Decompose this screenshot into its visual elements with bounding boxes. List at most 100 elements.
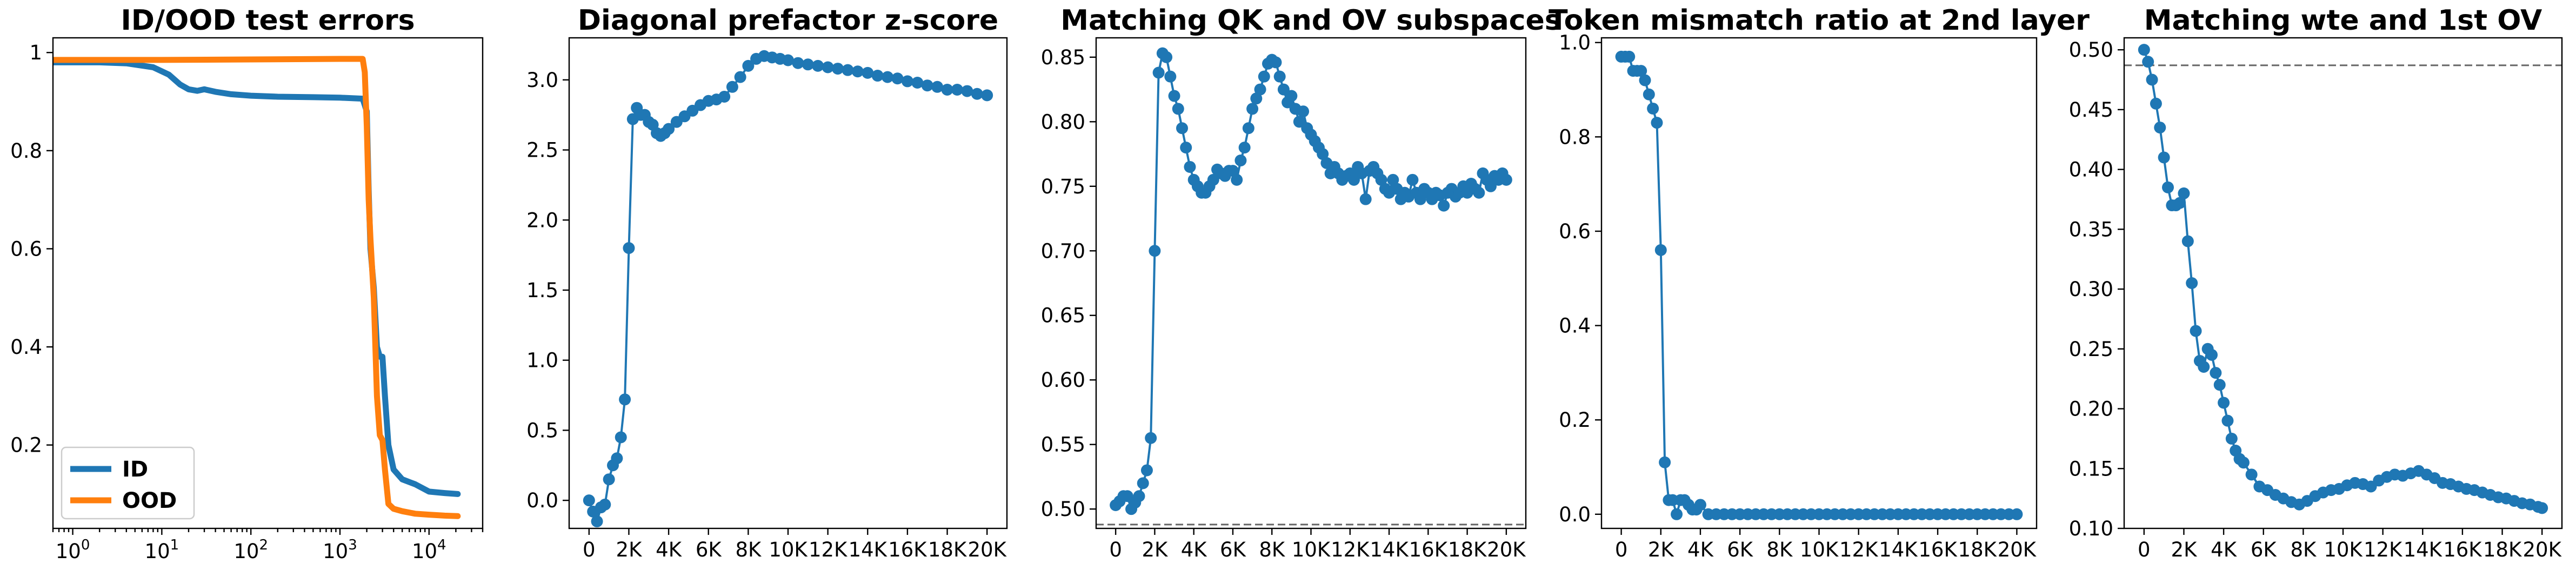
y-tick-label: 0.70 xyxy=(1041,239,1085,263)
data-point xyxy=(1145,432,1157,444)
data-point xyxy=(1639,74,1651,86)
data-point xyxy=(832,63,844,75)
y-tick-label: 0.6 xyxy=(10,237,42,260)
x-tick-label: 12K xyxy=(2364,538,2403,561)
x-tick-label: 14K xyxy=(849,538,888,561)
x-tick-label: 4K xyxy=(1181,538,1208,561)
chart-title: Diagonal prefactor z-score xyxy=(578,4,998,37)
data-point xyxy=(802,58,814,71)
x-tick-label: 8K xyxy=(1766,538,1793,561)
data-point xyxy=(2178,187,2190,199)
data-point xyxy=(1140,464,1153,477)
x-tick-label: 14K xyxy=(1879,538,1918,561)
x-tick-label: 6K xyxy=(696,538,723,561)
y-tick-label: 0.4 xyxy=(10,336,42,359)
y-tick-label: 0.0 xyxy=(526,489,558,512)
x-tick-label: 18K xyxy=(2483,538,2522,561)
y-tick-label: 0.15 xyxy=(2069,457,2113,480)
data-point xyxy=(2011,508,2023,520)
x-tick-label: 2K xyxy=(1142,538,1169,561)
x-tick-label: 18K xyxy=(928,538,967,561)
y-tick-label: 2.5 xyxy=(526,139,558,162)
data-point xyxy=(591,515,603,528)
y-tick-label: 1.5 xyxy=(526,279,558,302)
x-tick-label: 20K xyxy=(968,538,1007,561)
x-tick-label: 6K xyxy=(1727,538,1754,561)
data-point xyxy=(891,72,904,85)
data-point xyxy=(1152,66,1165,79)
y-tick-label: 1.0 xyxy=(526,349,558,372)
data-point xyxy=(2142,56,2154,68)
data-point xyxy=(1406,173,1419,186)
data-point xyxy=(1293,116,1305,128)
data-point xyxy=(1647,102,1659,115)
chart-panel-matching-qk-ov: Matching QK and OV subspaces 0.50 0.55 0.60… xyxy=(1032,0,1561,570)
x-tick-label: 12K xyxy=(1331,538,1370,561)
y-tick-label: 0.85 xyxy=(1041,46,1085,69)
data-point xyxy=(1207,173,1219,186)
x-tick-label: 0 xyxy=(1109,538,1122,561)
data-point xyxy=(2146,73,2158,86)
x-tick-label: 10K xyxy=(769,538,808,561)
y-tick-label: 1.0 xyxy=(1559,31,1591,55)
x-tick-label: 14K xyxy=(1370,538,1409,561)
chart-panel-diagonal-prefactor: Diagonal prefactor z-score 0.0 0.5 1.0 1.5 2.… xyxy=(513,0,1032,570)
x-tick-label: 4K xyxy=(2211,538,2238,561)
data-point xyxy=(951,83,963,96)
y-tick-label: 0.50 xyxy=(2069,38,2113,62)
data-point xyxy=(1387,173,1399,186)
x-tick-label: 101 xyxy=(145,537,179,563)
chart-svg: Token mismatch ratio at 2nd layer 0.0 0.2 0… xyxy=(1549,4,2090,561)
chart-title: Token mismatch ratio at 2nd layer xyxy=(1549,4,2090,37)
data-point xyxy=(1643,88,1655,100)
data-point xyxy=(1359,193,1372,205)
x-tick-label: 16K xyxy=(2443,538,2482,561)
x-tick-label: 10K xyxy=(1800,538,1839,561)
data-point xyxy=(1168,90,1180,102)
y-tick-label: 0.50 xyxy=(1041,498,1085,521)
x-tick-label: 6K xyxy=(2251,538,2278,561)
data-point xyxy=(2225,432,2238,445)
data-point xyxy=(2218,397,2230,409)
data-point xyxy=(2190,325,2202,337)
x-tick-label: 0 xyxy=(583,538,596,561)
data-point xyxy=(603,473,615,486)
data-point xyxy=(1473,186,1485,199)
y-tick-label: 0.5 xyxy=(526,419,558,442)
data-point xyxy=(871,70,884,82)
y-tick-label: 0.80 xyxy=(1041,110,1085,133)
y-tick-label: 0.45 xyxy=(2069,98,2113,122)
x-tick-label: 8K xyxy=(1259,538,1286,561)
data-point xyxy=(1285,90,1298,102)
chart-panel-id-ood-errors: ID/OOD test errors 0.2 0.4 0.6 0.8 1 100 101 102… xyxy=(0,0,513,570)
y-tick-label: 0.2 xyxy=(1559,408,1591,432)
legend: ID OOD xyxy=(61,446,195,520)
y-tick-label: 0.35 xyxy=(2069,218,2113,241)
y-tick-label: 0.20 xyxy=(2069,398,2113,421)
data-point xyxy=(1273,70,1286,83)
data-point xyxy=(1659,456,1671,468)
plot-frame xyxy=(1095,37,1527,529)
data-point xyxy=(1176,122,1188,135)
plot-frame xyxy=(1600,37,2038,529)
data-point xyxy=(1254,83,1266,96)
data-point xyxy=(734,71,746,83)
data-point xyxy=(1164,70,1177,83)
data-point xyxy=(1348,173,1360,186)
series-line xyxy=(1115,52,1507,511)
series-line xyxy=(2143,49,2544,509)
data-point xyxy=(1317,148,1329,160)
y-tick-label: 0.30 xyxy=(2069,278,2113,301)
data-point xyxy=(812,59,824,72)
series-line-ood xyxy=(53,56,461,519)
x-tick-label: 20K xyxy=(2523,538,2562,561)
data-point xyxy=(2162,181,2174,193)
x-tick-label: 100 xyxy=(56,537,90,563)
data-point xyxy=(882,71,894,83)
x-tick-label: 16K xyxy=(888,538,927,561)
chart-title: ID/OOD test errors xyxy=(121,4,415,37)
data-point xyxy=(2206,348,2218,361)
data-point xyxy=(862,66,874,79)
data-point xyxy=(1234,155,1247,166)
